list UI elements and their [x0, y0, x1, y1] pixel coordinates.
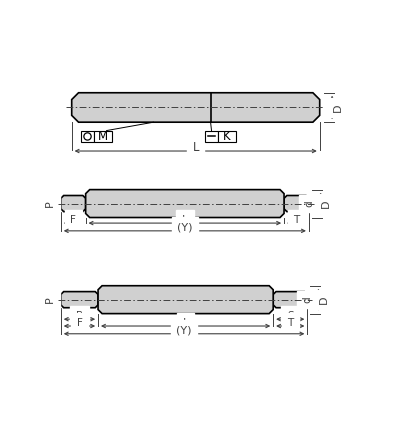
Polygon shape	[284, 195, 309, 212]
Text: B: B	[76, 311, 83, 322]
Text: P: P	[44, 296, 54, 303]
Polygon shape	[72, 93, 320, 122]
Text: M: M	[98, 130, 108, 143]
Text: L: L	[182, 318, 189, 328]
Text: (Y): (Y)	[177, 223, 193, 233]
Text: D: D	[319, 295, 329, 304]
Text: T: T	[293, 215, 300, 225]
Text: d: d	[302, 296, 312, 303]
Text: S: S	[287, 311, 294, 322]
Text: L: L	[192, 141, 199, 155]
Text: T: T	[287, 318, 293, 328]
Polygon shape	[61, 195, 86, 212]
Text: (Y): (Y)	[176, 326, 192, 336]
Text: d: d	[304, 200, 314, 207]
Bar	[205, 131, 218, 142]
Bar	[81, 131, 94, 142]
Text: D: D	[321, 199, 331, 208]
Polygon shape	[98, 286, 273, 314]
Polygon shape	[86, 190, 284, 218]
Text: D: D	[333, 103, 343, 112]
Text: F: F	[70, 215, 76, 225]
Text: K: K	[223, 130, 231, 143]
Bar	[218, 131, 236, 142]
Polygon shape	[61, 291, 98, 308]
Bar	[94, 131, 112, 142]
Text: L: L	[182, 215, 188, 225]
Text: P: P	[44, 200, 54, 207]
Text: F: F	[76, 318, 82, 328]
Polygon shape	[273, 291, 307, 308]
